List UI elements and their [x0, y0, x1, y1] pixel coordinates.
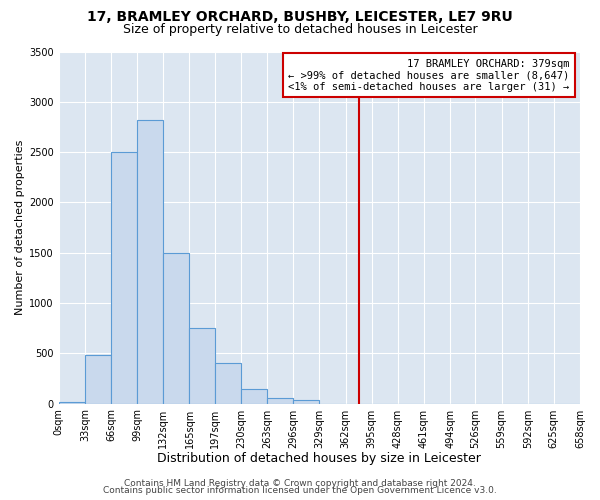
Text: Contains public sector information licensed under the Open Government Licence v3: Contains public sector information licen…: [103, 486, 497, 495]
X-axis label: Distribution of detached houses by size in Leicester: Distribution of detached houses by size …: [157, 452, 481, 465]
Bar: [190, 328, 215, 404]
Bar: [293, 400, 319, 404]
Bar: [137, 120, 163, 404]
Bar: [111, 152, 137, 404]
Text: Contains HM Land Registry data © Crown copyright and database right 2024.: Contains HM Land Registry data © Crown c…: [124, 478, 476, 488]
Text: Size of property relative to detached houses in Leicester: Size of property relative to detached ho…: [122, 22, 478, 36]
Bar: [241, 388, 267, 404]
Text: 17, BRAMLEY ORCHARD, BUSHBY, LEICESTER, LE7 9RU: 17, BRAMLEY ORCHARD, BUSHBY, LEICESTER, …: [87, 10, 513, 24]
Bar: [267, 398, 293, 404]
Bar: [59, 402, 85, 404]
Text: 17 BRAMLEY ORCHARD: 379sqm
← >99% of detached houses are smaller (8,647)
<1% of : 17 BRAMLEY ORCHARD: 379sqm ← >99% of det…: [289, 58, 569, 92]
Y-axis label: Number of detached properties: Number of detached properties: [15, 140, 25, 315]
Bar: [215, 364, 241, 404]
Bar: [163, 252, 190, 404]
Bar: [85, 356, 111, 404]
